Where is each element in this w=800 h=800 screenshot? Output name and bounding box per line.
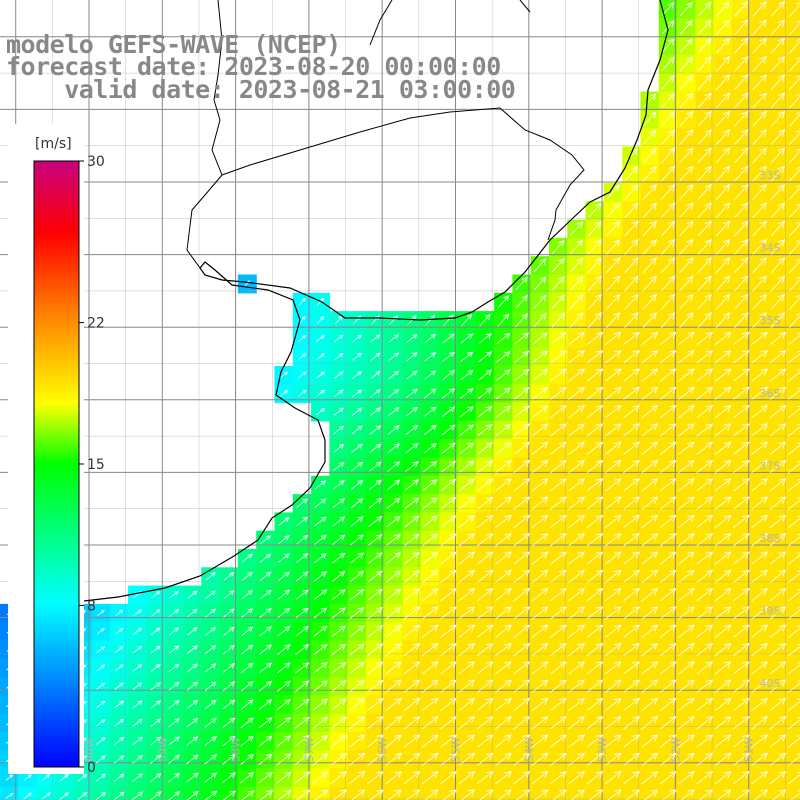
lon-label: 51W — [743, 737, 756, 762]
colorbar-tick-label: 22 — [87, 316, 105, 332]
longitude-labels: 60W 59W 58W 57W 56W 55W 54W 53W 52W 51W — [83, 737, 756, 762]
colorbar-tick-label: 0 — [87, 760, 96, 776]
title-forecast-date: forecast date: 2023-08-20 00:00:00 — [6, 52, 501, 81]
colorbar-ramp — [33, 160, 80, 768]
lat-label: 37S — [760, 459, 781, 472]
colorbar-tick-label: 15 — [87, 457, 105, 473]
title-valid-date: valid date: 2023-08-21 03:00:00 — [6, 75, 516, 104]
title-model: modelo GEFS-WAVE (NCEP) — [6, 30, 341, 59]
coastline — [39, 0, 669, 605]
lon-label: 52W — [669, 737, 682, 762]
lat-label: 39S — [760, 605, 781, 618]
lon-label: 58W — [230, 737, 243, 762]
lon-label: 57W — [303, 737, 316, 762]
wind-vector-arrows — [5, 1, 800, 800]
colorbar-tick-label: 30 — [87, 154, 105, 170]
lat-label: 34S — [760, 242, 781, 255]
lon-label: 59W — [156, 737, 169, 762]
lat-label: 33S — [760, 169, 781, 182]
colorbar-unit-label: [m/s] — [35, 136, 72, 152]
colorbar: [m/s] 30 22 15 8 0 — [8, 124, 105, 776]
lat-label: 35S — [760, 314, 781, 327]
lat-label: 38S — [760, 532, 781, 545]
lon-label: 53W — [596, 737, 609, 762]
latitude-labels: 33S 34S 35S 36S 37S 38S 39S 40S — [760, 169, 781, 690]
lon-label: 56W — [376, 737, 389, 762]
lon-label: 54W — [523, 737, 536, 762]
lat-label: 36S — [760, 387, 781, 400]
colorbar-tick-label: 8 — [87, 598, 96, 614]
lat-label: 40S — [760, 677, 781, 690]
lon-label: 55W — [450, 737, 463, 762]
lon-label: 60W — [83, 737, 96, 762]
